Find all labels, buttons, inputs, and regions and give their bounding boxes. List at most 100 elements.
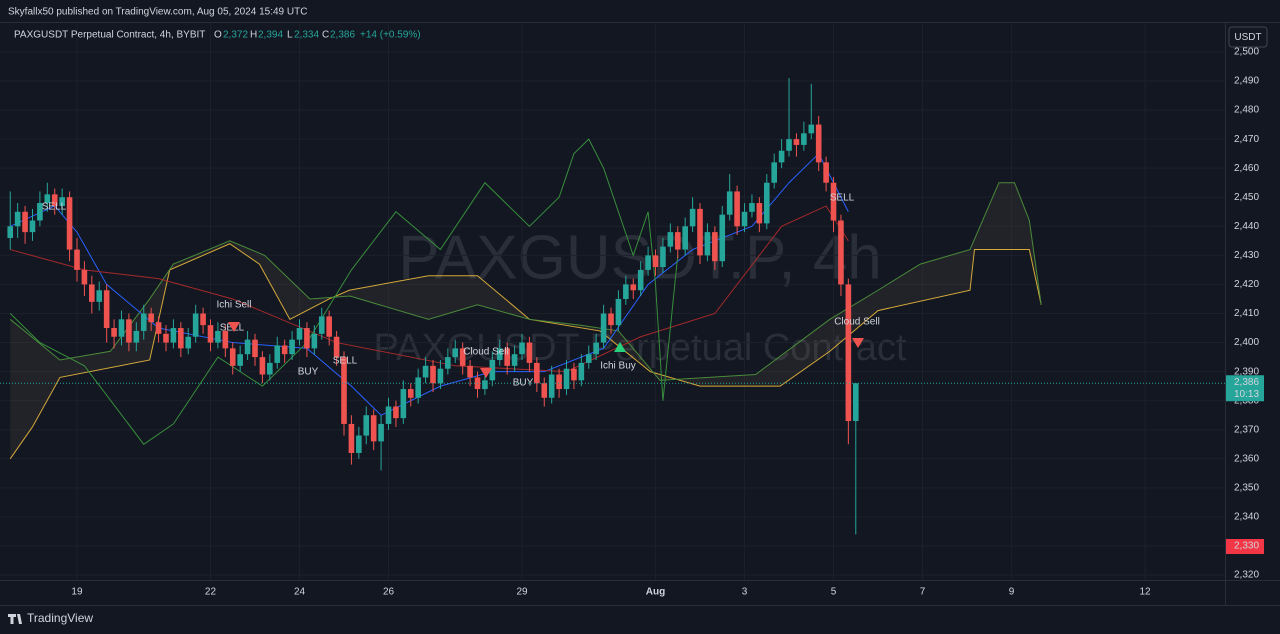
- cloud: [10, 182, 1042, 459]
- candle-body: [393, 406, 399, 419]
- change: +14 (+0.59%): [360, 30, 421, 41]
- candle-body: [778, 150, 785, 163]
- x-tick-label: 5: [831, 587, 837, 598]
- candle-body: [437, 368, 444, 384]
- publisher: Skyfallx50 published on TradingView.com,…: [8, 7, 307, 18]
- candle-body: [712, 232, 718, 262]
- candle-body: [140, 313, 147, 331]
- y-tick-label: 2,400: [1234, 337, 1259, 348]
- candle-body: [326, 316, 332, 337]
- ohlc-value: 2,334: [294, 30, 319, 41]
- countdown: 10:13: [1234, 389, 1259, 400]
- y-tick-label: 2,480: [1234, 105, 1259, 116]
- x-tick-label: 24: [294, 587, 306, 598]
- candle-body: [363, 415, 370, 436]
- y-tick-label: 2,420: [1234, 279, 1259, 290]
- candle-body: [126, 319, 132, 343]
- candle-body: [452, 348, 459, 358]
- candle-body: [89, 284, 95, 302]
- candle-body: [445, 357, 451, 369]
- candle-body: [244, 339, 251, 355]
- candle-body: [44, 194, 51, 204]
- indicator-line: [10, 205, 849, 373]
- x-tick-label: 7: [920, 587, 926, 598]
- candle-body: [229, 348, 236, 366]
- x-tick-label: 19: [71, 587, 83, 598]
- ohlc-value: 2,394: [258, 30, 283, 41]
- y-tick-label: 2,360: [1234, 453, 1259, 464]
- x-tick-label: 22: [205, 587, 217, 598]
- signal-label: Cloud Sell: [834, 317, 880, 328]
- candle-body: [467, 365, 473, 378]
- candle-body: [407, 389, 414, 398]
- candle-body: [793, 139, 800, 145]
- candle-body: [623, 284, 629, 299]
- footer: TradingView: [27, 611, 93, 625]
- ohlc-label: H: [250, 30, 257, 41]
- candle-body: [356, 435, 362, 453]
- candle-body: [801, 133, 807, 145]
- signal-label: BUY: [513, 378, 534, 389]
- candle-body: [333, 336, 340, 358]
- candle-body: [51, 194, 58, 206]
- candle-body: [7, 226, 14, 238]
- candle-body: [786, 139, 792, 151]
- candle-body: [749, 203, 755, 212]
- ohlc-label: O: [214, 30, 222, 41]
- candle-body: [81, 269, 88, 285]
- candle-body: [482, 380, 488, 390]
- candle-body: [615, 298, 622, 326]
- candle-body: [281, 345, 288, 355]
- candle-body: [578, 362, 585, 381]
- candle-body: [96, 290, 103, 302]
- candle-body: [630, 284, 637, 291]
- candle-body: [593, 342, 599, 355]
- candle-body: [600, 313, 607, 343]
- candle-body: [815, 124, 822, 163]
- signal-label: Ichi Buy: [600, 361, 636, 372]
- candle-body: [59, 197, 65, 206]
- candle-body: [215, 330, 221, 343]
- candle-body: [511, 354, 518, 366]
- candle-body: [697, 208, 703, 256]
- candle-body: [585, 354, 592, 363]
- candle-body: [526, 342, 533, 363]
- indicator-line: [9, 243, 1042, 460]
- currency[interactable]: USDT: [1234, 32, 1261, 43]
- candle-body: [667, 232, 674, 247]
- symbol: PAXGUSDT Perpetual Contract, 4h, BYBIT: [14, 30, 205, 41]
- candle-body: [133, 330, 140, 343]
- candle-body: [170, 328, 177, 343]
- currency-button[interactable]: [1228, 26, 1268, 48]
- candle-body: [637, 269, 644, 291]
- candle-body: [845, 284, 852, 422]
- indicator-line: [9, 182, 1042, 381]
- y-tick-label: 2,430: [1234, 250, 1259, 261]
- candle-body: [155, 322, 162, 334]
- candle-body: [207, 325, 214, 343]
- candle-body: [311, 333, 318, 349]
- candle-body: [771, 162, 777, 183]
- candle-body: [103, 290, 110, 329]
- candle-body: [459, 348, 466, 366]
- candle-body: [296, 328, 303, 340]
- x-tick-label: 12: [1139, 587, 1151, 598]
- candle-body: [37, 203, 43, 221]
- x-tick-label: Aug: [646, 587, 665, 598]
- candle-body: [519, 342, 525, 355]
- candle-body: [652, 255, 659, 267]
- candle-body: [645, 255, 651, 270]
- candle-body: [29, 220, 36, 233]
- candle-body: [719, 214, 726, 262]
- candle-body: [556, 374, 562, 390]
- y-tick-label: 2,340: [1234, 512, 1259, 523]
- candle-body: [415, 377, 421, 398]
- candle-body: [704, 232, 711, 256]
- candle-body: [22, 211, 28, 233]
- candle-body: [385, 406, 392, 424]
- candle-body: [267, 362, 273, 375]
- x-tick-label: 9: [1009, 587, 1015, 598]
- candle-body: [318, 316, 325, 334]
